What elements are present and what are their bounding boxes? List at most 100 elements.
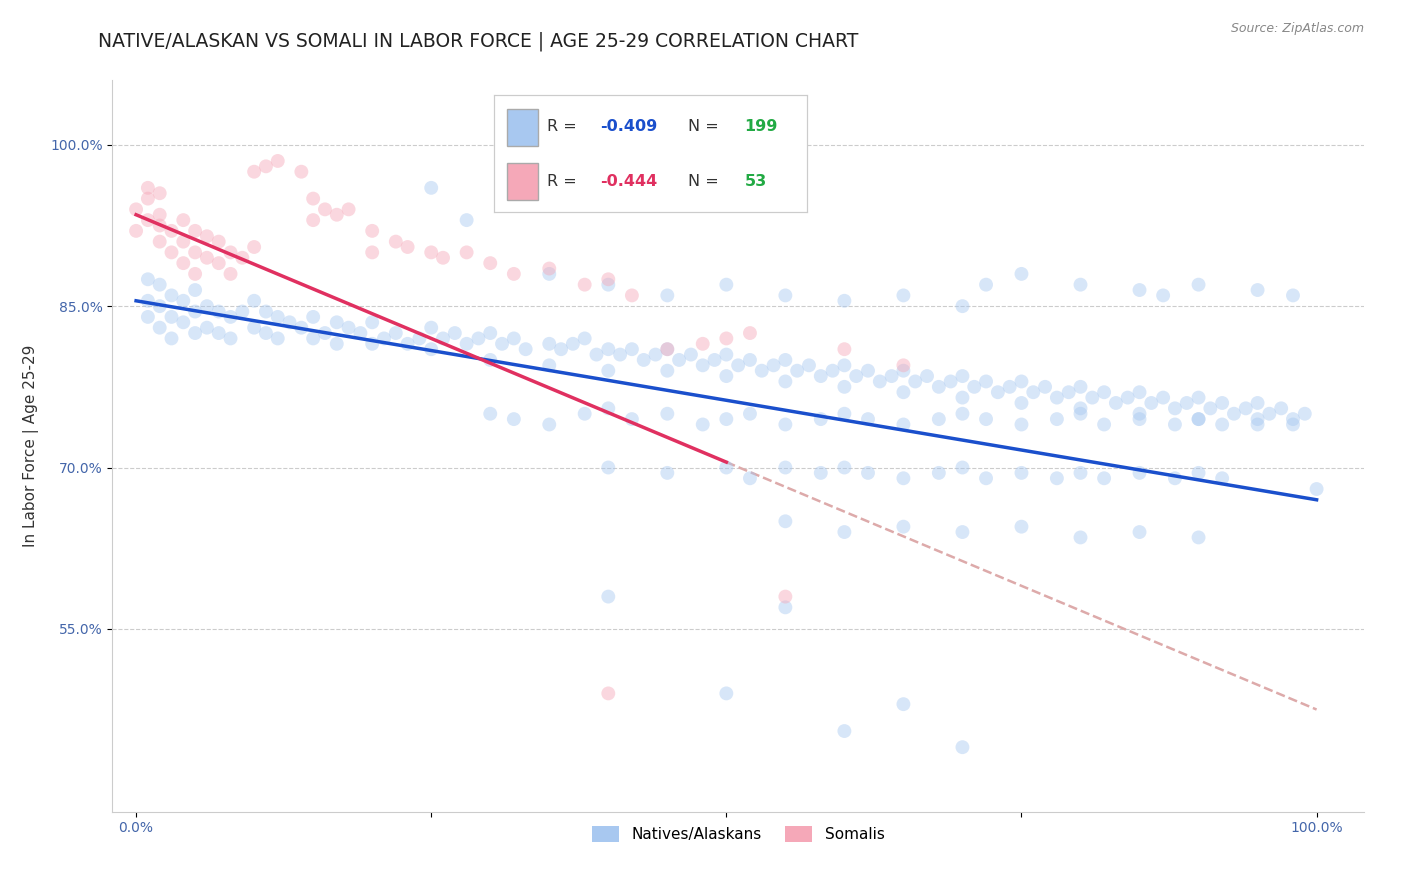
Natives/Alaskans xyxy=(834,524,856,539)
Natives/Alaskans xyxy=(1187,277,1209,292)
Natives/Alaskans xyxy=(538,359,561,373)
Natives/Alaskans xyxy=(1187,391,1209,405)
Natives/Alaskans xyxy=(786,364,808,378)
Natives/Alaskans xyxy=(775,288,797,302)
Natives/Alaskans xyxy=(893,519,915,533)
Natives/Alaskans xyxy=(797,359,820,373)
Natives/Alaskans xyxy=(1011,375,1033,389)
Natives/Alaskans xyxy=(136,272,159,286)
Legend: Natives/Alaskans, Somalis: Natives/Alaskans, Somalis xyxy=(586,820,890,848)
Natives/Alaskans xyxy=(598,277,620,292)
Natives/Alaskans xyxy=(361,336,384,351)
Natives/Alaskans xyxy=(845,369,868,384)
Natives/Alaskans xyxy=(574,407,596,421)
Natives/Alaskans xyxy=(1011,466,1033,480)
Natives/Alaskans xyxy=(633,353,655,368)
Natives/Alaskans xyxy=(1140,396,1163,410)
Natives/Alaskans xyxy=(1234,401,1257,416)
Natives/Alaskans xyxy=(267,310,290,324)
Natives/Alaskans xyxy=(1069,277,1091,292)
Natives/Alaskans xyxy=(1069,401,1091,416)
Somalis xyxy=(208,235,231,249)
Natives/Alaskans xyxy=(574,331,596,345)
Somalis xyxy=(716,331,738,345)
Natives/Alaskans xyxy=(657,407,679,421)
Somalis xyxy=(893,359,915,373)
Natives/Alaskans xyxy=(810,466,832,480)
Natives/Alaskans xyxy=(834,380,856,394)
Natives/Alaskans xyxy=(1211,417,1233,432)
Natives/Alaskans xyxy=(1164,401,1187,416)
Somalis xyxy=(385,235,408,249)
Natives/Alaskans xyxy=(1282,412,1305,426)
Natives/Alaskans xyxy=(172,315,194,329)
Natives/Alaskans xyxy=(1175,396,1198,410)
Somalis xyxy=(243,240,266,254)
Natives/Alaskans xyxy=(893,417,915,432)
Natives/Alaskans xyxy=(668,353,690,368)
Natives/Alaskans xyxy=(585,347,607,362)
Natives/Alaskans xyxy=(1033,380,1056,394)
Natives/Alaskans xyxy=(267,331,290,345)
Natives/Alaskans xyxy=(939,375,962,389)
Natives/Alaskans xyxy=(952,524,974,539)
Natives/Alaskans xyxy=(491,336,513,351)
Natives/Alaskans xyxy=(738,353,761,368)
Natives/Alaskans xyxy=(1092,385,1115,400)
Somalis xyxy=(243,164,266,178)
Natives/Alaskans xyxy=(609,347,631,362)
Natives/Alaskans xyxy=(1011,396,1033,410)
Natives/Alaskans xyxy=(834,724,856,739)
Natives/Alaskans xyxy=(657,288,679,302)
Natives/Alaskans xyxy=(834,293,856,308)
Natives/Alaskans xyxy=(598,401,620,416)
Natives/Alaskans xyxy=(1128,407,1150,421)
Natives/Alaskans xyxy=(856,466,879,480)
Natives/Alaskans xyxy=(952,369,974,384)
Natives/Alaskans xyxy=(1128,385,1150,400)
Natives/Alaskans xyxy=(738,407,761,421)
Natives/Alaskans xyxy=(952,391,974,405)
Natives/Alaskans xyxy=(1187,412,1209,426)
Natives/Alaskans xyxy=(254,304,277,318)
Somalis xyxy=(479,256,502,270)
Natives/Alaskans xyxy=(679,347,702,362)
Text: Source: ZipAtlas.com: Source: ZipAtlas.com xyxy=(1230,22,1364,36)
Natives/Alaskans xyxy=(974,375,997,389)
Somalis xyxy=(775,590,797,604)
Natives/Alaskans xyxy=(396,336,419,351)
Somalis xyxy=(149,208,172,222)
Natives/Alaskans xyxy=(231,304,253,318)
Natives/Alaskans xyxy=(443,326,465,340)
Natives/Alaskans xyxy=(1092,471,1115,485)
Natives/Alaskans xyxy=(716,460,738,475)
Natives/Alaskans xyxy=(219,331,242,345)
Natives/Alaskans xyxy=(1164,417,1187,432)
Somalis xyxy=(136,213,159,227)
Natives/Alaskans xyxy=(479,407,502,421)
Natives/Alaskans xyxy=(195,320,218,334)
Somalis xyxy=(160,224,183,238)
Somalis xyxy=(456,245,478,260)
Natives/Alaskans xyxy=(1116,391,1139,405)
Natives/Alaskans xyxy=(893,471,915,485)
Natives/Alaskans xyxy=(1211,396,1233,410)
Natives/Alaskans xyxy=(762,359,785,373)
Natives/Alaskans xyxy=(1128,412,1150,426)
Natives/Alaskans xyxy=(952,299,974,313)
Natives/Alaskans xyxy=(775,353,797,368)
Somalis xyxy=(184,224,207,238)
Natives/Alaskans xyxy=(550,342,572,356)
Somalis xyxy=(125,224,148,238)
Natives/Alaskans xyxy=(373,331,395,345)
Natives/Alaskans xyxy=(928,380,950,394)
Natives/Alaskans xyxy=(703,353,725,368)
Somalis xyxy=(396,240,419,254)
Natives/Alaskans xyxy=(467,331,489,345)
Somalis xyxy=(172,256,194,270)
Natives/Alaskans xyxy=(998,380,1021,394)
Natives/Alaskans xyxy=(160,310,183,324)
Natives/Alaskans xyxy=(893,364,915,378)
Somalis xyxy=(598,272,620,286)
Y-axis label: In Labor Force | Age 25-29: In Labor Force | Age 25-29 xyxy=(22,345,39,547)
